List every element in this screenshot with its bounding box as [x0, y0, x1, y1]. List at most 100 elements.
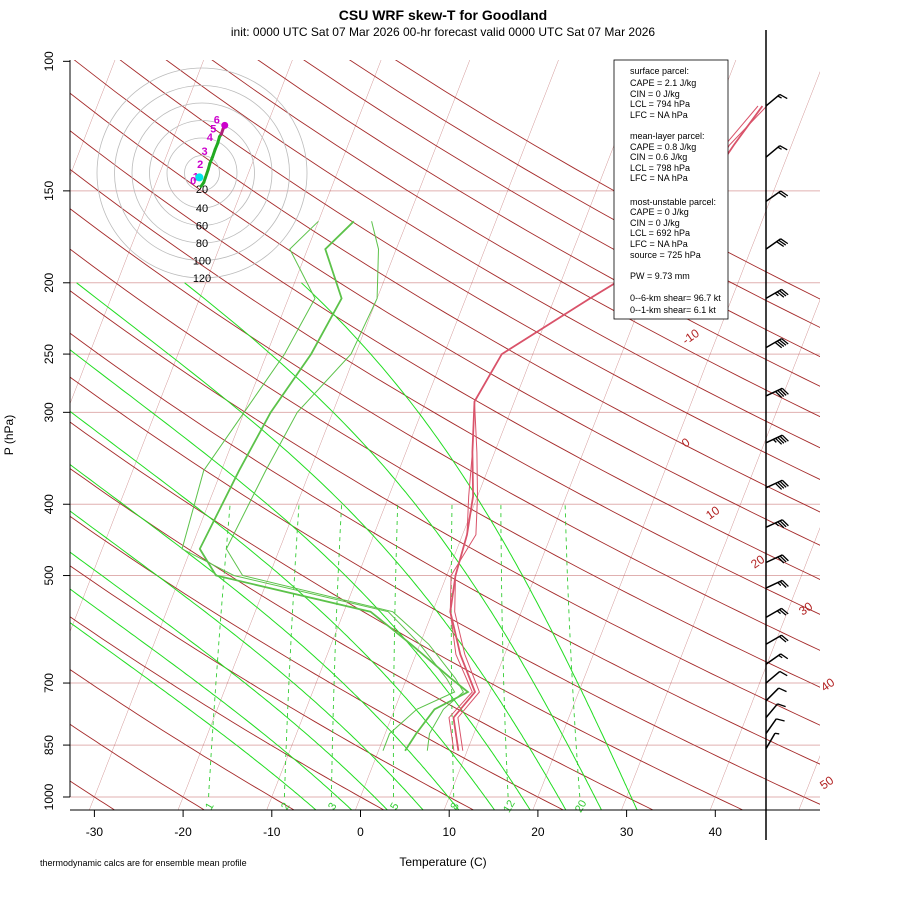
wind-barb-half-flag: [777, 95, 782, 99]
isotherm-line: [709, 527, 820, 810]
wind-barb-panel: [765, 30, 789, 840]
mu-source: source = 725 hPa: [630, 250, 701, 260]
isotherm-line: [70, 60, 293, 633]
isotherm-line: [798, 755, 820, 810]
moist-adiabats: [70, 282, 638, 810]
hodograph-ring: [96, 67, 308, 279]
y-tick-label: 150: [42, 181, 56, 201]
hodograph-ring-label: 100: [193, 256, 211, 268]
moist-adiabat-line: [76, 282, 567, 810]
hodograph-ring: [114, 85, 290, 261]
wind-barb-shaft: [765, 653, 782, 665]
wind-barb-shaft: [765, 732, 776, 750]
wind-barb-shaft: [765, 190, 782, 202]
dewpoint-series-line: [181, 220, 456, 751]
dry-adiabats: [70, 60, 820, 810]
wind-barb: [765, 687, 787, 702]
wind-barb-flag: [778, 239, 787, 246]
wind-barb-flag: [775, 482, 783, 490]
dry-adiabat-line: [257, 60, 820, 387]
wind-barb-flag: [779, 555, 787, 563]
moist-adiabat-line: [70, 551, 389, 810]
dry-adiabat-line: [70, 669, 295, 810]
dry-adiabat-line: [70, 376, 820, 805]
mu-lcl: LCL = 692 hPa: [630, 228, 690, 238]
wind-barb-flag: [779, 636, 787, 643]
x-tick-label: 30: [620, 825, 634, 839]
y-tick-label: 700: [42, 673, 56, 693]
mixing-ratio-line: [330, 504, 343, 798]
hodograph-height-label: 4: [207, 132, 214, 144]
wind-barb-shaft: [765, 145, 781, 158]
wind-barb-flag: [774, 341, 783, 349]
wind-barb: [765, 238, 789, 250]
storm-motion-marker: [195, 173, 204, 182]
y-tick-label: 1000: [42, 783, 56, 810]
wind-barb-flag: [778, 191, 787, 198]
x-axis-label: Temperature (C): [399, 855, 486, 869]
x-axis-ticks: -30 -20 -10 0 10 20 30 40: [86, 810, 722, 839]
isotherm-line: [355, 60, 648, 810]
moist-adiabat-line: [70, 588, 353, 810]
stats-box: surface parcel: CAPE = 2.1 J/kg CIN = 0 …: [613, 59, 729, 320]
wind-barb: [765, 653, 789, 665]
mixing-ratio-line: [283, 504, 300, 798]
wind-barb-flag: [780, 653, 789, 660]
isotherm-line: [266, 60, 559, 810]
isotherm-label: 50: [817, 773, 836, 792]
wind-barb-flag: [779, 581, 787, 588]
mixing-ratio-label: 12: [501, 798, 518, 815]
surface-cin: CIN = 0 J/kg: [630, 89, 680, 99]
wind-barb-shaft: [765, 238, 782, 250]
hodograph-ring: [131, 102, 273, 244]
wind-barb: [765, 519, 789, 529]
wind-barb-half-flag: [777, 146, 782, 150]
wind-barb: [765, 579, 789, 589]
hodograph-height-label: 5: [210, 123, 216, 135]
y-tick-label: 500: [42, 565, 56, 585]
dry-adiabat-line: [348, 60, 820, 328]
wind-barb-flag: [776, 241, 785, 248]
surface-cape: CAPE = 2.1 J/kg: [630, 78, 696, 88]
shear-0-1km: 0--1-km shear= 6.1 kt: [630, 305, 716, 315]
isotherm-line: [89, 60, 382, 810]
hodograph-ring-label: 20: [196, 184, 208, 196]
moist-adiabat-line: [70, 349, 531, 810]
y-tick-label: 100: [42, 51, 56, 71]
y-axis-ticks: 100 150 200 250 300 400 500 700 850 1000: [42, 51, 70, 810]
mixing-ratio-line: [564, 504, 581, 798]
isotherm-label: 20: [748, 552, 767, 571]
wind-barb: [765, 670, 788, 684]
hodograph-ring: [166, 137, 238, 209]
mixing-ratio-label: 3: [326, 801, 339, 812]
dry-adiabat-line: [70, 208, 820, 651]
wind-barb-flag: [777, 481, 785, 489]
ml-lcl: LCL = 798 hPa: [630, 163, 690, 173]
wind-barb-shaft: [765, 634, 782, 645]
wind-barb-shaft: [765, 554, 783, 564]
wind-barb-half-flag: [774, 732, 780, 735]
wind-barb-half-flag: [775, 522, 780, 527]
dry-adiabat-line: [70, 248, 820, 688]
wind-barb-flag: [780, 238, 789, 245]
wind-barb: [765, 145, 788, 158]
wind-barb: [765, 479, 789, 490]
mixing-ratio-label: 1: [203, 801, 216, 812]
hodograph-height-label: 6: [214, 114, 220, 126]
isotherm-line: [887, 28, 900, 813]
wind-barb-flag: [776, 340, 785, 348]
wind-barb-shaft: [765, 718, 777, 735]
wind-barb-flag: [779, 93, 788, 100]
isotherm-label: 10: [703, 503, 722, 522]
background-lines: [70, 28, 900, 813]
isotherm-line: [621, 299, 820, 810]
moist-adiabat-line: [70, 410, 496, 810]
x-tick-label: 0: [357, 825, 364, 839]
x-tick-label: -10: [263, 825, 281, 839]
isotherm-label: 40: [818, 675, 837, 694]
dry-adiabat-line: [70, 92, 820, 546]
ml-cape: CAPE = 0.8 J/kg: [630, 142, 696, 152]
wind-barb: [765, 337, 789, 349]
wind-barb-flag: [779, 290, 787, 297]
